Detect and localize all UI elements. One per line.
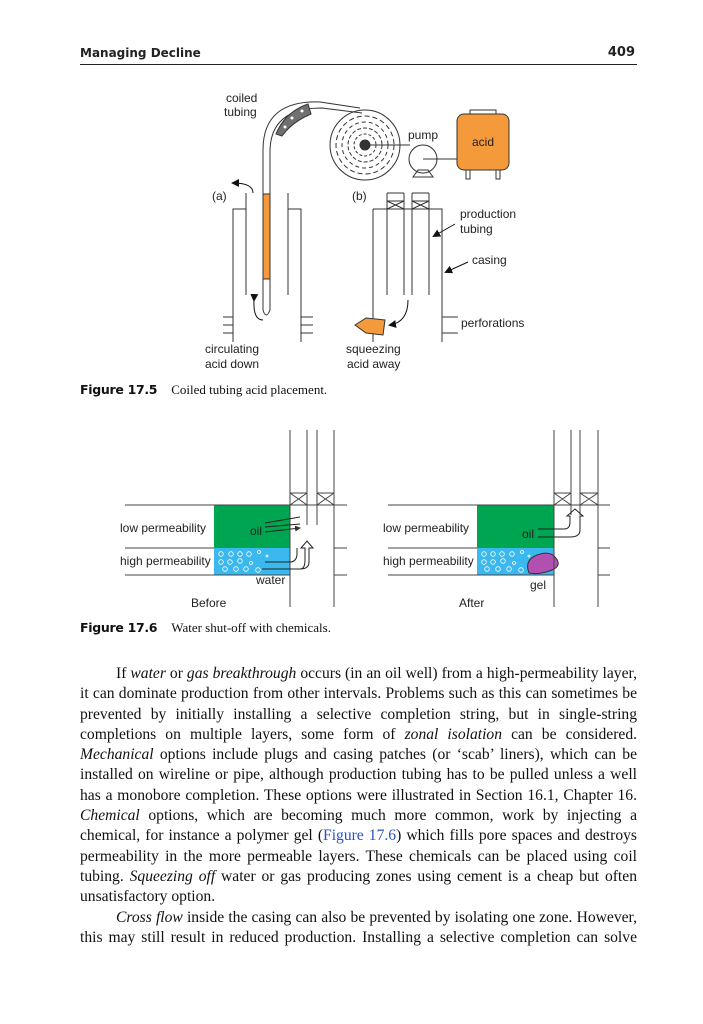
caption-number: Figure 17.6 xyxy=(80,620,158,635)
label-circulating: circulating xyxy=(205,342,259,356)
oil-zone xyxy=(214,505,290,548)
label-b: (b) xyxy=(352,189,367,203)
label-high-permeability: high permeability xyxy=(120,554,211,568)
text: ) which fills pore spaces and destroys p… xyxy=(80,827,637,885)
figure-17-6-link[interactable]: Figure 17.6 xyxy=(323,827,397,845)
label-oil: oil xyxy=(250,524,262,538)
label-a: (a) xyxy=(212,189,227,203)
oil-zone xyxy=(477,505,554,548)
figure-17-5-caption: Figure 17.5 Coiled tubing acid placement. xyxy=(80,382,327,398)
label-acid-away: acid away xyxy=(347,357,400,371)
label-production: production xyxy=(460,207,516,221)
caption-text: Coiled tubing acid placement. xyxy=(171,382,328,397)
coiled-tubing xyxy=(262,101,363,316)
text: inside the casing can also be prevented … xyxy=(80,908,638,946)
figure-17-6-after xyxy=(388,430,610,607)
emphasis: water xyxy=(130,665,166,682)
label-coiled: coiled xyxy=(226,91,257,105)
label-perforations: perforations xyxy=(461,316,524,330)
label-gel: gel xyxy=(530,578,546,592)
figure-17-6-before-labels: low permeability high permeability oil w… xyxy=(120,521,285,610)
label-pump: pump xyxy=(408,128,438,142)
body-text: If water or gas breakthrough occurs (in … xyxy=(80,664,637,948)
label-low-permeability: low permeability xyxy=(383,521,469,535)
figure-17-5 xyxy=(223,101,510,342)
label-before: Before xyxy=(191,596,227,610)
label-low-permeability: low permeability xyxy=(120,521,206,535)
label-acid: acid xyxy=(472,135,494,149)
label-water: water xyxy=(255,573,285,587)
emphasis: Cross flow xyxy=(116,908,183,926)
acid-slug xyxy=(262,193,271,280)
figure-17-6-before xyxy=(125,430,347,607)
figure-17-6-caption: Figure 17.6 Water shut-off with chemicals… xyxy=(80,620,331,636)
text: If xyxy=(116,665,131,682)
running-header: Managing Decline 409 xyxy=(80,45,637,65)
label-tubing: tubing xyxy=(224,105,257,119)
emphasis: gas breakthrough xyxy=(186,665,297,682)
label-squeezing: squeezing xyxy=(346,342,401,356)
label-production-tubing: tubing xyxy=(460,222,493,236)
figure-17-5-labels: coiled tubing pump acid (a) (b) producti… xyxy=(205,91,524,371)
label-casing: casing xyxy=(472,253,507,267)
chapter-title: Managing Decline xyxy=(80,46,201,60)
label-high-permeability: high permeability xyxy=(383,554,474,568)
squeeze-arrow xyxy=(354,317,386,336)
caption-text: Water shut-off with chemicals. xyxy=(171,620,331,635)
label-acid-down: acid down xyxy=(205,357,259,371)
label-oil: oil xyxy=(522,527,534,541)
paragraph: Cross flow inside the casing can also be… xyxy=(80,908,637,949)
text: or xyxy=(165,665,187,682)
tubing-reel xyxy=(329,109,410,181)
text: can be considered. xyxy=(502,725,638,743)
gel-blob xyxy=(527,552,559,575)
paragraph: If water or gas breakthrough occurs (in … xyxy=(80,664,637,908)
acid-tank xyxy=(456,109,510,180)
text: occurs (in an oil well) from a high-perm… xyxy=(80,665,637,743)
well-a xyxy=(223,179,313,342)
label-after: After xyxy=(459,596,484,610)
flow-out-arrow xyxy=(231,179,254,194)
emphasis: zonal isolation xyxy=(404,725,503,743)
text: options include plugs and casing patches… xyxy=(80,746,637,804)
emphasis: Chemical xyxy=(80,807,140,825)
emphasis: Mechanical xyxy=(80,746,154,764)
figure-17-6-after-labels: low permeability high permeability oil g… xyxy=(383,521,546,610)
text: water or gas producing zones using cemen… xyxy=(80,867,637,906)
page-number: 409 xyxy=(607,45,635,60)
caption-number: Figure 17.5 xyxy=(80,382,158,397)
well-b xyxy=(354,192,469,342)
emphasis: Squeezing off xyxy=(129,867,216,885)
text: options, which are becoming much more co… xyxy=(80,807,637,845)
pump xyxy=(408,144,457,178)
flow-up-arrow xyxy=(250,293,264,321)
